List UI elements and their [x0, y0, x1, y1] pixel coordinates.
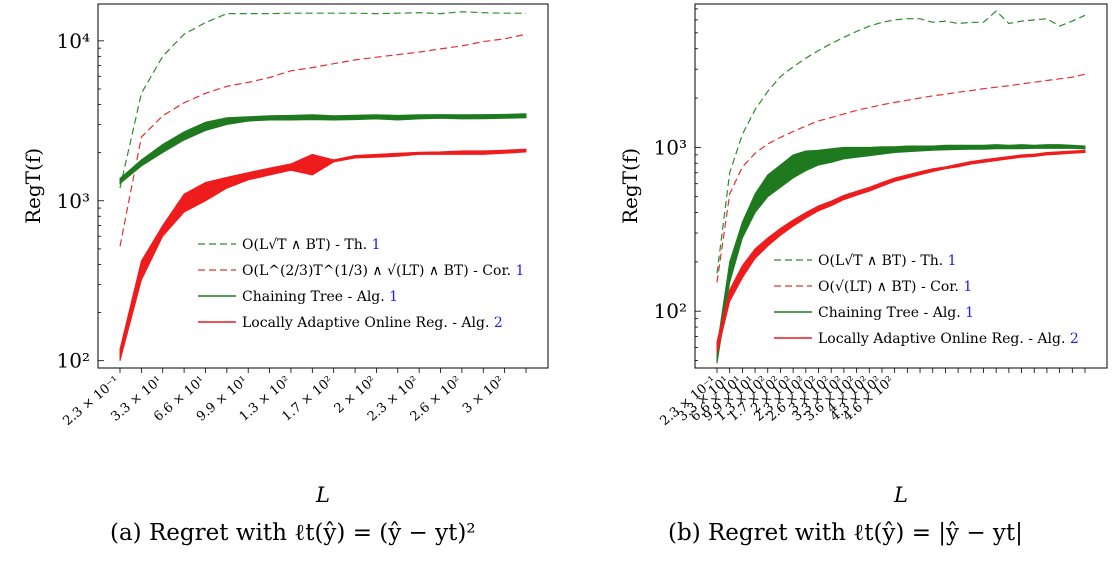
y-tick-label: 10³	[654, 135, 687, 159]
series-band-2	[120, 114, 526, 184]
x-tick-label: 3 × 10²	[460, 374, 507, 417]
plot-frame	[98, 4, 548, 368]
legend-entry: Chaining Tree - Alg. 1	[242, 289, 398, 305]
legend-entry: Chaining Tree - Alg. 1	[818, 305, 974, 321]
y-tick-label: 10²	[654, 299, 687, 323]
y-tick-label: 10⁴	[57, 29, 90, 53]
chart-panel-a: 10² 10³ 10⁴ 2.3 × 10⁻¹ 3.3 × 10¹ 6.6 × 10¹ 9.9…	[0, 0, 560, 563]
x-axis-label: L	[893, 483, 908, 507]
legend-entry: Locally Adaptive Online Reg. - Alg. 2	[818, 331, 1079, 347]
legend-entry: O(√(LT) ∧ BT) - Cor. 1	[818, 279, 972, 295]
y-axis-label: RegT(f)	[21, 148, 45, 224]
legend-entry: O(L√T ∧ BT) - Th. 1	[818, 253, 957, 269]
y-tick-label: 10³	[57, 189, 90, 213]
legend-entry: O(L^(2/3)T^(1/3) ∧ √(LT) ∧ BT) - Cor. 1	[242, 263, 524, 279]
y-axis-label: RegT(f)	[618, 148, 642, 224]
y-tick-label: 10²	[57, 349, 90, 373]
chart-panel-b: 10² 10³ 2.3 × 10⁻¹ 3.3 × 10¹ 6.6 × 10¹ 9.9 × …	[560, 0, 1119, 563]
legend-entry: Locally Adaptive Online Reg. - Alg. 2	[242, 315, 503, 331]
x-axis-label: L	[315, 483, 330, 507]
x-tick-label: 2.3 × 10⁻¹	[60, 374, 122, 429]
caption-a: (a) Regret with ℓt(ŷ) = (ŷ − yt)²	[110, 520, 476, 546]
caption-b: (b) Regret with ℓt(ŷ) = |ŷ − yt|	[668, 520, 1023, 546]
legend-entry: O(L√T ∧ BT) - Th. 1	[242, 237, 381, 253]
